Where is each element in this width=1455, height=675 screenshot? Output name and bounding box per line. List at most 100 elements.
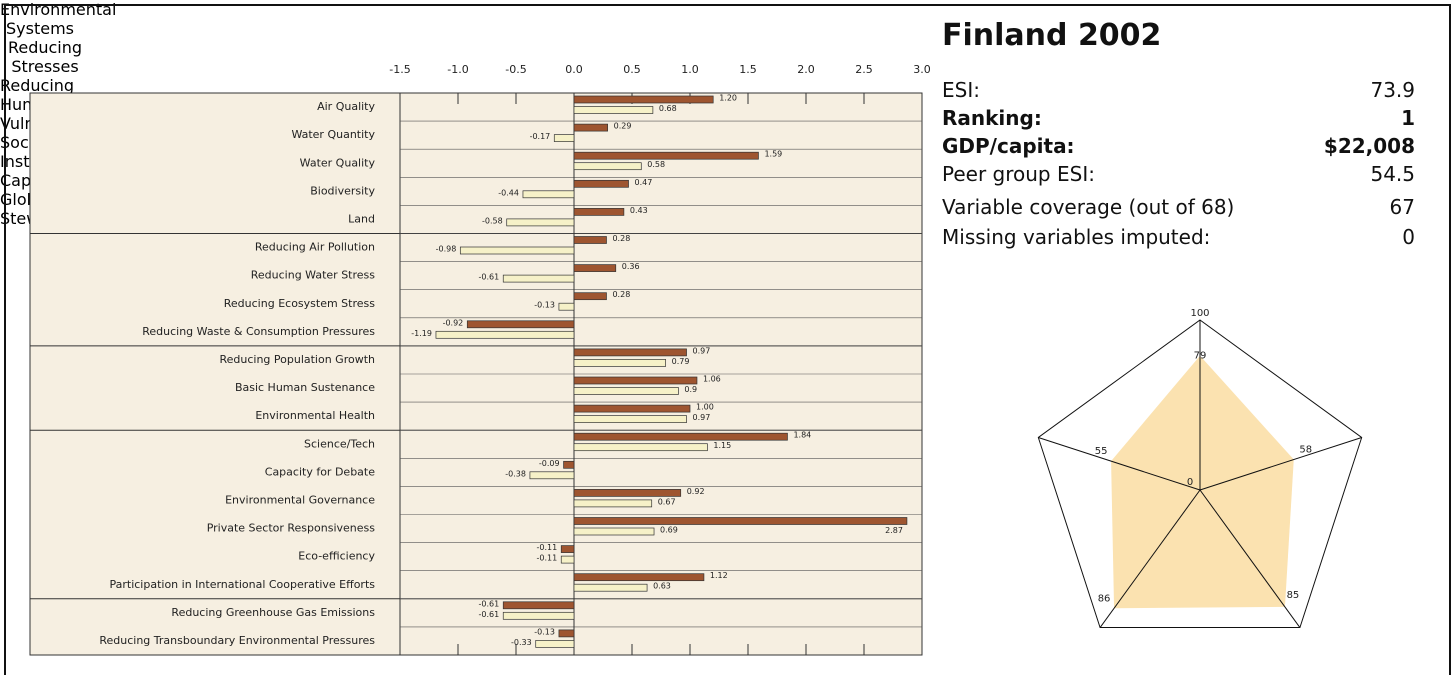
info-value: 67 <box>1389 195 1415 219</box>
x-tick-label: -0.5 <box>505 63 526 76</box>
info-label: ESI: <box>942 78 980 102</box>
category-label: Land <box>348 212 375 225</box>
value-label: 0.43 <box>630 206 648 215</box>
info-value: $22,008 <box>1323 134 1415 158</box>
category-label: Participation in International Cooperati… <box>109 578 375 591</box>
x-tick-label: 0.5 <box>623 63 641 76</box>
bar <box>573 517 908 525</box>
category-label: Reducing Greenhouse Gas Emissions <box>171 606 375 619</box>
category-label: Science/Tech <box>304 437 375 450</box>
value-label: 0.79 <box>672 357 690 366</box>
radar-frame <box>1037 319 1363 629</box>
value-label: 0.92 <box>687 487 705 496</box>
bar <box>573 387 679 395</box>
category-label: Water Quantity <box>291 128 375 141</box>
bar <box>573 95 714 104</box>
value-label: -0.98 <box>436 245 457 254</box>
category-label: Reducing Population Growth <box>219 353 375 366</box>
category-label: Reducing Air Pollution <box>255 241 375 254</box>
value-label: -0.13 <box>534 627 555 636</box>
bar <box>502 601 575 610</box>
value-label: 0.67 <box>658 497 676 506</box>
category-label: Air Quality <box>317 100 375 113</box>
info-value: 0 <box>1402 225 1415 249</box>
value-label: 0.29 <box>614 122 632 131</box>
bar <box>502 274 575 283</box>
axis-label: Reducing Stresses <box>7 38 83 76</box>
category-label: Reducing Ecosystem Stress <box>224 297 375 310</box>
value-label: 1.06 <box>703 375 721 384</box>
x-tick-label: 2.0 <box>797 63 815 76</box>
radar-tick-label: 100 <box>1190 308 1209 319</box>
value-label: -0.38 <box>505 469 526 478</box>
value-label: 0.97 <box>693 346 711 355</box>
value-label: -0.11 <box>537 543 558 552</box>
bar <box>466 320 575 329</box>
info-row: Peer group ESI: 54.5 <box>942 162 1415 186</box>
value-label: -1.19 <box>411 329 432 338</box>
x-tick-label: 0.0 <box>565 63 583 76</box>
value-label: 1.84 <box>793 431 811 440</box>
value-label: 0.58 <box>647 160 665 169</box>
x-tick-label: 3.0 <box>913 63 931 76</box>
value-label: 1.20 <box>719 94 737 103</box>
bar <box>573 162 642 171</box>
category-label: Environmental Health <box>255 409 375 422</box>
radar-axis <box>1099 489 1201 628</box>
frame <box>4 4 1451 675</box>
bar <box>563 460 575 469</box>
value-label: -0.44 <box>498 188 519 197</box>
bar <box>506 218 575 227</box>
info-value: 1 <box>1401 106 1415 130</box>
value-label: 1.59 <box>764 150 782 159</box>
bar <box>558 629 575 638</box>
value-label: 2.87 <box>885 526 903 535</box>
value-label: 0.68 <box>659 104 677 113</box>
bar <box>459 246 575 255</box>
bar <box>553 134 575 142</box>
value-label: 0.9 <box>684 385 697 394</box>
category-label: Private Sector Responsiveness <box>207 522 376 535</box>
value-label: 1.12 <box>710 571 728 580</box>
bar <box>573 348 687 357</box>
info-label: Peer group ESI: <box>942 162 1095 186</box>
bar <box>573 151 759 160</box>
value-label: -0.61 <box>479 599 500 608</box>
bar <box>573 264 617 272</box>
bar <box>573 443 708 452</box>
value-label: 0.97 <box>693 413 711 422</box>
value-label: -0.09 <box>539 459 560 468</box>
info-row: Ranking: 1 <box>942 106 1415 130</box>
value-label: -0.33 <box>511 638 532 647</box>
bar <box>573 415 687 423</box>
radar-value-label: 86 <box>1098 593 1111 604</box>
bar <box>573 376 698 385</box>
info-row: GDP/capita: $22,008 <box>942 134 1415 158</box>
info-title: Finland 2002 <box>942 18 1162 53</box>
bar <box>560 555 575 564</box>
x-tick-label: -1.5 <box>389 63 410 76</box>
bar <box>573 208 625 216</box>
value-label: 0.36 <box>622 262 640 271</box>
bar <box>573 432 788 441</box>
x-tick-label: 1.5 <box>739 63 757 76</box>
value-label: 1.15 <box>713 441 731 450</box>
category-label: Reducing Transboundary Environmental Pre… <box>99 634 375 647</box>
value-label: 0.28 <box>612 234 630 243</box>
radar-value-label: 79 <box>1194 351 1207 362</box>
value-label: -0.58 <box>482 216 503 225</box>
info-row: Missing variables imputed: 0 <box>942 225 1415 249</box>
value-label: -0.61 <box>479 273 500 282</box>
value-label: -0.61 <box>479 610 500 619</box>
category-label: Reducing Waste & Consumption Pressures <box>142 325 375 338</box>
bar <box>573 499 653 508</box>
bar <box>573 179 629 188</box>
bar <box>535 640 575 648</box>
value-label: -0.13 <box>534 301 555 310</box>
bar <box>573 527 655 536</box>
bar <box>573 292 607 301</box>
bar <box>558 302 575 311</box>
category-label: Biodiversity <box>310 184 375 197</box>
bar <box>573 489 682 497</box>
